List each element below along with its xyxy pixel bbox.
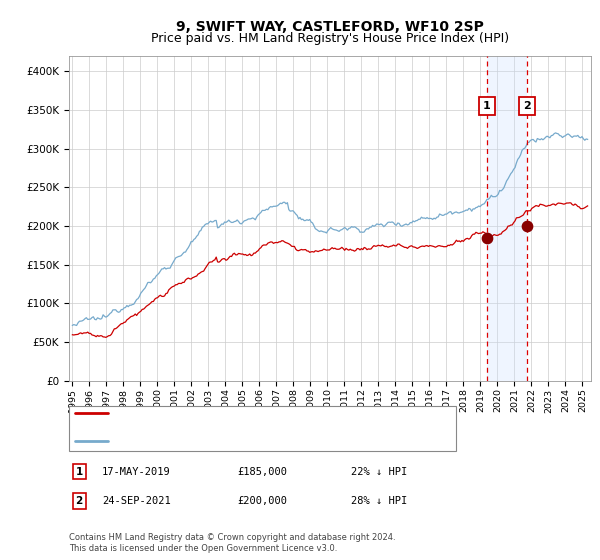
Text: HPI: Average price, detached house, Wakefield: HPI: Average price, detached house, Wake… — [114, 436, 358, 446]
Text: 1: 1 — [483, 101, 491, 111]
Text: 2: 2 — [76, 496, 83, 506]
Text: Contains HM Land Registry data © Crown copyright and database right 2024.
This d: Contains HM Land Registry data © Crown c… — [69, 533, 395, 553]
Text: 24-SEP-2021: 24-SEP-2021 — [102, 496, 171, 506]
Point — [522, 222, 532, 231]
Text: Price paid vs. HM Land Registry's House Price Index (HPI): Price paid vs. HM Land Registry's House … — [151, 32, 509, 45]
Text: 28% ↓ HPI: 28% ↓ HPI — [351, 496, 407, 506]
Text: 9, SWIFT WAY, CASTLEFORD, WF10 2SP: 9, SWIFT WAY, CASTLEFORD, WF10 2SP — [176, 20, 484, 34]
Text: 22% ↓ HPI: 22% ↓ HPI — [351, 466, 407, 477]
Text: £185,000: £185,000 — [237, 466, 287, 477]
Bar — [487, 56, 527, 381]
Text: 1: 1 — [76, 466, 83, 477]
Point — [482, 234, 491, 242]
Text: 2: 2 — [523, 101, 531, 111]
Text: 17-MAY-2019: 17-MAY-2019 — [102, 466, 171, 477]
Text: 9, SWIFT WAY, CASTLEFORD, WF10 2SP (detached house): 9, SWIFT WAY, CASTLEFORD, WF10 2SP (deta… — [114, 408, 413, 418]
Text: £200,000: £200,000 — [237, 496, 287, 506]
